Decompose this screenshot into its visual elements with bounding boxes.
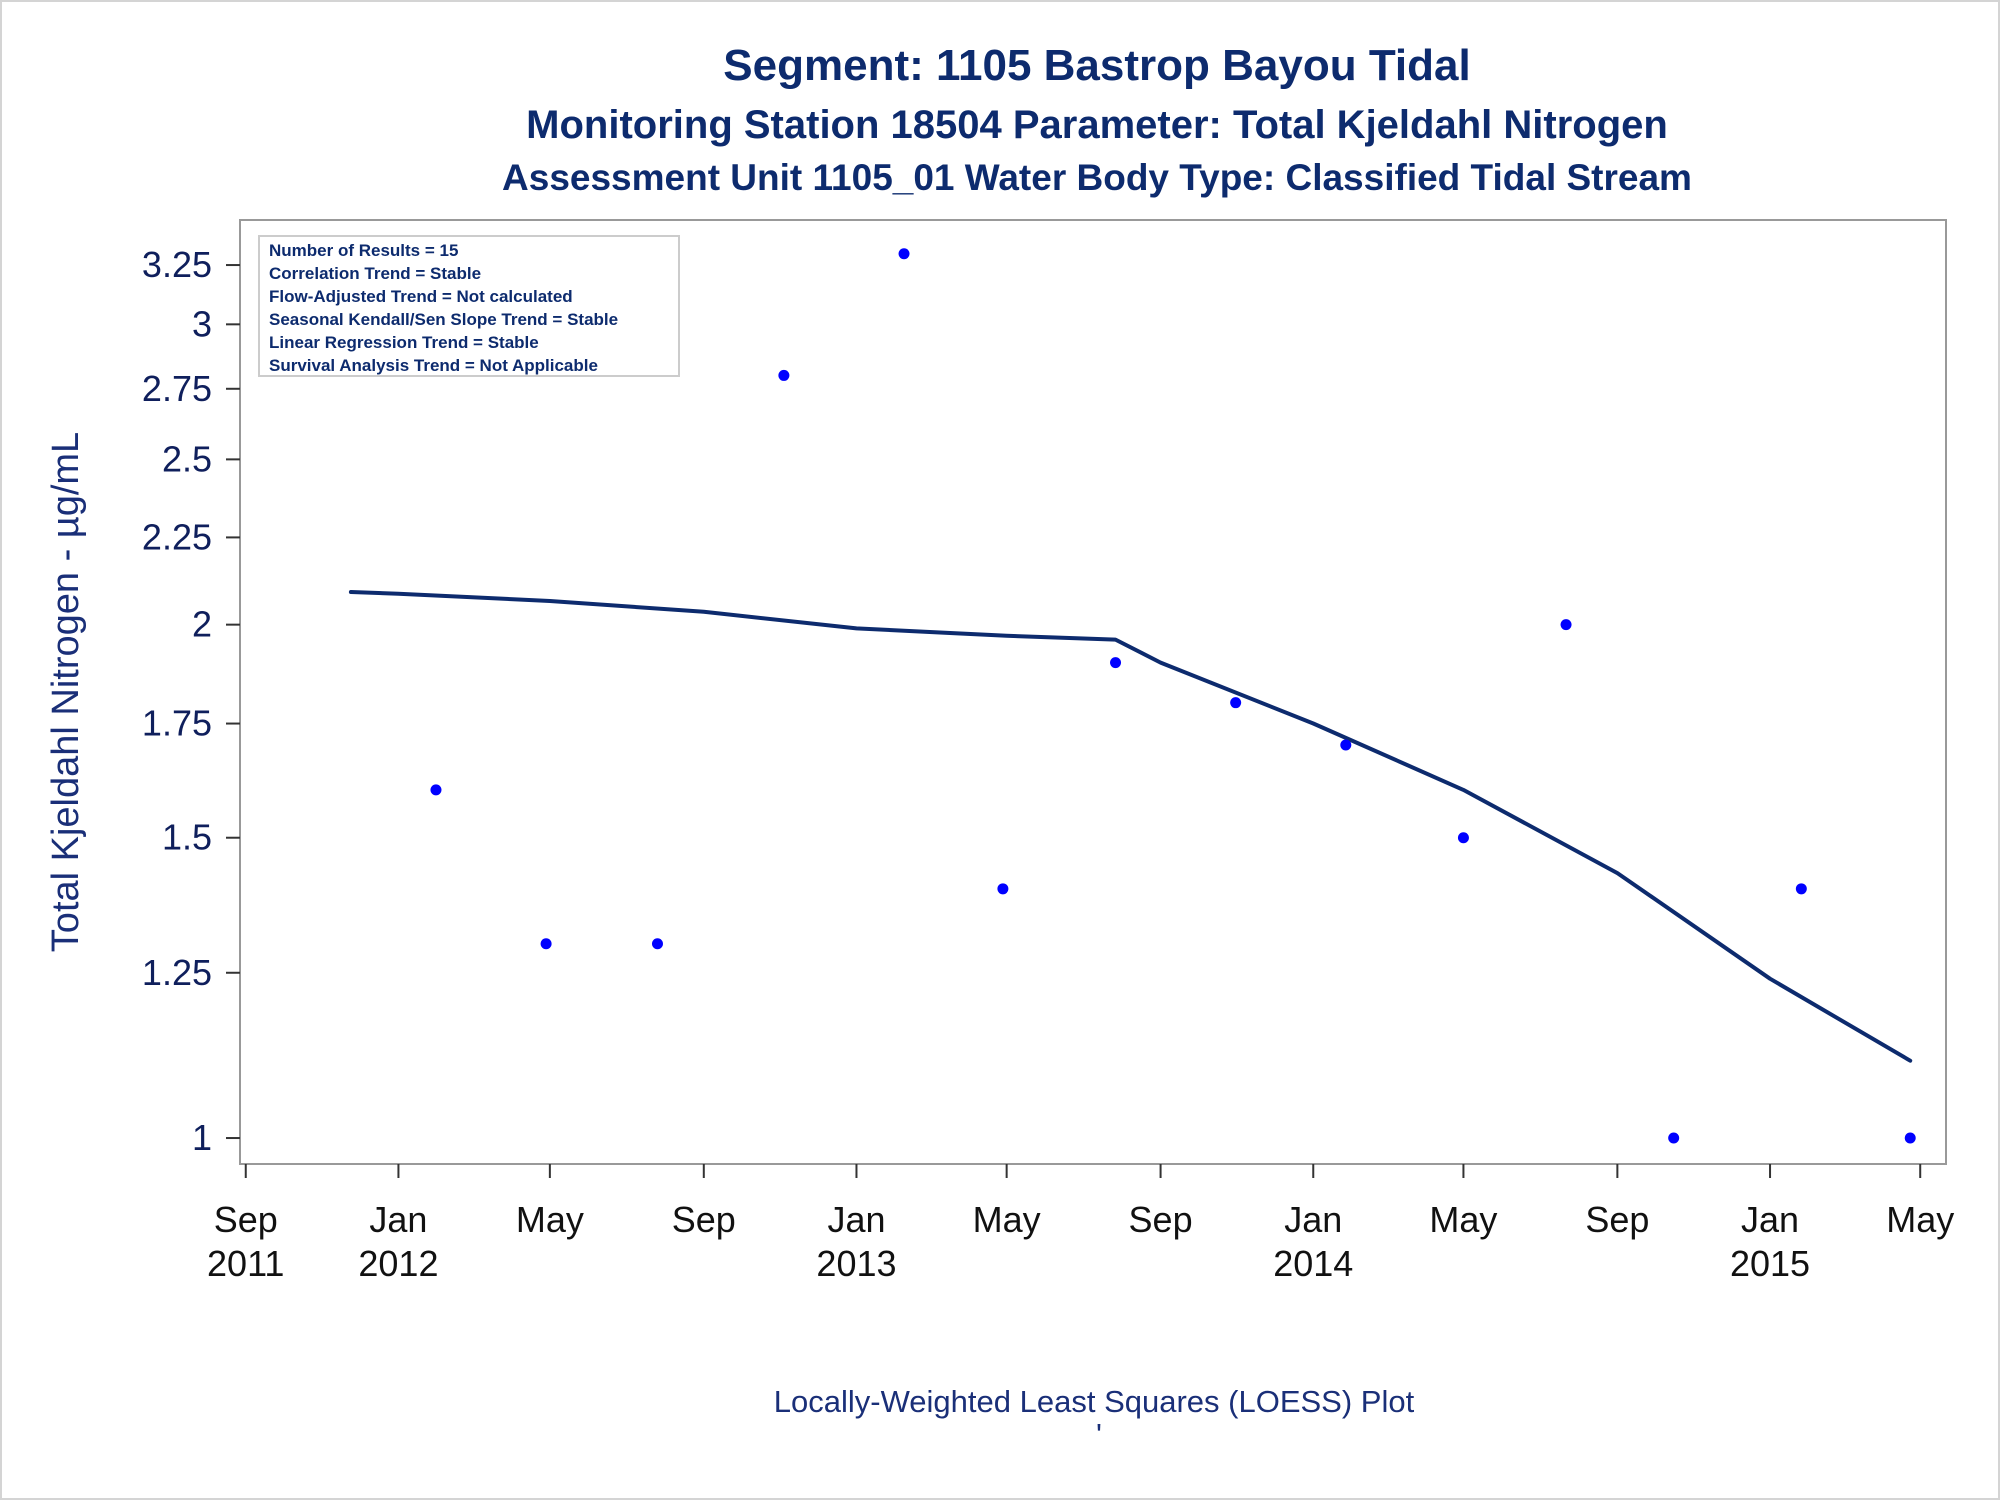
y-tick-label: 1.25 — [142, 952, 212, 993]
plot-area — [239, 219, 1947, 1165]
data-point — [651, 938, 663, 950]
y-tick-label: 2.5 — [162, 438, 212, 479]
x-tick-label-month: Sep — [1585, 1199, 1649, 1240]
trend-stats-box: Number of Results = 15 Correlation Trend… — [258, 235, 680, 377]
chart-subtitle-assessment: Assessment Unit 1105_01 Water Body Type:… — [502, 157, 1692, 198]
data-point — [778, 369, 790, 381]
x-tick-label-month: Jan — [1284, 1199, 1342, 1240]
y-tick-label: 3.25 — [142, 244, 212, 285]
x-tick-label-year: 2012 — [358, 1243, 438, 1284]
x-tick-label-month: Jan — [369, 1199, 427, 1240]
x-tick-label-year: 2011 — [207, 1243, 284, 1284]
data-point — [1230, 697, 1242, 709]
footnote-mark: ' — [1096, 1417, 1102, 1452]
data-point — [1560, 619, 1572, 631]
x-tick-label-month: Jan — [827, 1199, 885, 1240]
plot-footnote: Locally-Weighted Least Squares (LOESS) P… — [774, 1384, 1415, 1419]
x-tick-label-year: 2013 — [816, 1243, 896, 1284]
x-tick-label-month: Sep — [1129, 1199, 1193, 1240]
y-tick-label: 1.75 — [142, 703, 212, 744]
data-point — [1904, 1132, 1916, 1144]
data-point — [1668, 1132, 1680, 1144]
x-tick-label-month: May — [1429, 1199, 1497, 1240]
chart-title: Segment: 1105 Bastrop Bayou Tidal — [723, 41, 1470, 90]
x-tick-label-year: 2015 — [1730, 1243, 1810, 1284]
stat-seasonal-kendall-trend: Seasonal Kendall/Sen Slope Trend = Stabl… — [269, 310, 618, 329]
stats-box-frame — [258, 235, 680, 377]
stat-linear-regression-trend: Linear Regression Trend = Stable — [269, 333, 539, 352]
data-point — [430, 784, 442, 796]
x-tick-label-year: 2014 — [1273, 1243, 1353, 1284]
x-tick-label-month: Sep — [672, 1199, 736, 1240]
data-point — [997, 883, 1009, 895]
y-axis: 1 1.25 1.5 1.75 2 2.25 2.5 2.75 3 3.25 — [142, 244, 240, 1158]
x-tick-label-month: May — [516, 1199, 584, 1240]
data-points — [345, 248, 1916, 1144]
data-point — [1340, 739, 1352, 751]
x-tick-label-month: May — [973, 1199, 1041, 1240]
loess-curve — [348, 590, 1913, 1063]
y-tick-label: 2.25 — [142, 516, 212, 557]
x-tick-label-month: May — [1886, 1199, 1954, 1240]
stat-number-of-results: Number of Results = 15 — [269, 241, 458, 260]
data-point — [1110, 657, 1122, 669]
data-point — [1457, 832, 1469, 844]
y-tick-label: 3 — [192, 303, 212, 344]
chart-subtitle-station: Monitoring Station 18504 Parameter: Tota… — [526, 103, 1668, 147]
x-tick-label-month: Sep — [214, 1199, 278, 1240]
x-tick-label-month: Jan — [1741, 1199, 1799, 1240]
y-axis-title: Total Kjeldahl Nitrogen - µg/mL — [45, 432, 87, 952]
y-tick-label: 2 — [192, 604, 212, 645]
data-point — [1795, 883, 1807, 895]
stat-correlation-trend: Correlation Trend = Stable — [269, 264, 481, 283]
data-point — [540, 938, 552, 950]
y-tick-label: 2.75 — [142, 368, 212, 409]
stat-flow-adjusted-trend: Flow-Adjusted Trend = Not calculated — [269, 287, 573, 306]
y-tick-label: 1.5 — [162, 817, 212, 858]
stat-survival-analysis-trend: Survival Analysis Trend = Not Applicable — [269, 356, 598, 375]
data-point — [898, 248, 910, 260]
y-tick-label: 1 — [192, 1117, 212, 1158]
